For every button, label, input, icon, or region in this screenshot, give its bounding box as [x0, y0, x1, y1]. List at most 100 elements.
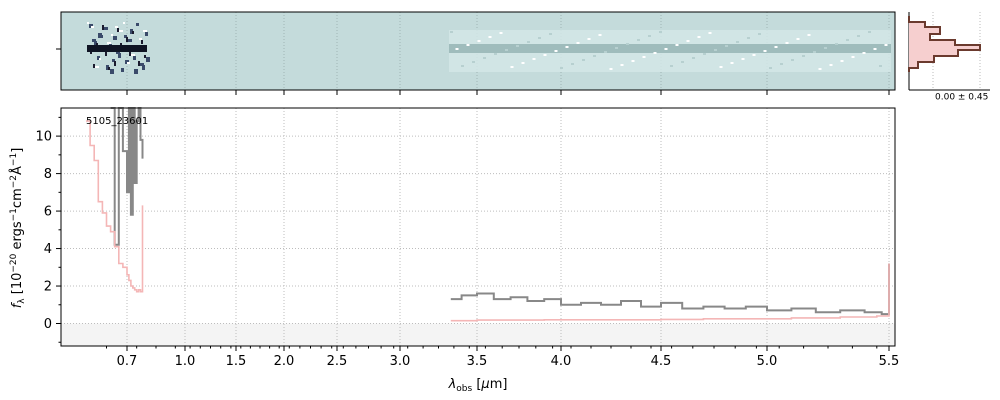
spectrum-2d-pixel	[483, 57, 486, 59]
spectrum-2d-pixel	[140, 63, 144, 66]
spectrum-series-model	[86, 120, 144, 293]
spectrum-2d-pixel	[116, 51, 120, 54]
spectrum-2d-pixel	[703, 53, 706, 55]
spectrum-2d-pixel	[120, 43, 122, 46]
spectrum-2d-pixel	[587, 38, 591, 40]
spectrum-2d-pixel	[119, 30, 123, 32]
spectrum-1d-grid	[61, 108, 895, 346]
x-axis-label: λobs [μm]	[448, 377, 508, 394]
spectrum-2d-pixel	[681, 61, 684, 63]
spectrum-2d-pixel	[105, 52, 107, 56]
spectrum-2d-pixel	[141, 40, 143, 44]
spectrum-2d-pixel	[112, 59, 115, 62]
spectrum-2d-pixel	[113, 36, 117, 40]
spectrum-2d-pixel	[133, 56, 136, 60]
spectrum-2d-pixel	[554, 50, 558, 52]
spectrum-2d-pixel	[659, 31, 662, 33]
spectrum-2d-frame	[60, 11, 896, 91]
spectrum-2d-pixel	[96, 43, 98, 46]
spectrum-2d-pixel	[626, 43, 629, 45]
spectrum-1d-series	[86, 107, 890, 322]
spectrum-2d-pixel	[521, 62, 525, 64]
spectrum-2d-pixel	[653, 52, 657, 54]
spectrum-2d-pixel	[455, 48, 459, 50]
spectrum-2d-pixel	[106, 65, 109, 70]
spectrum-2d-pixel	[565, 46, 569, 48]
spectrum-2d-pixel	[93, 64, 95, 68]
spectrum-2d-pixel	[736, 41, 739, 43]
spectrum-series-data	[110, 107, 144, 246]
x-tick-label: 3.0	[390, 354, 411, 369]
spectrum-2d-pixel	[466, 44, 470, 46]
spectrum-2d-pixel	[686, 40, 690, 42]
spectrum-2d-pixel	[741, 58, 745, 60]
spectrum-2d-pixel	[121, 68, 124, 72]
spectrum-2d-pixel	[102, 25, 104, 30]
spectrum-2d-pixel	[697, 36, 701, 38]
spectrum-2d-pixel	[516, 45, 519, 47]
spectrum-2d-pixel	[505, 49, 508, 51]
spectrum-2d-pixel	[714, 49, 717, 51]
spectrum-2d-pixel	[532, 58, 536, 60]
spectrum-2d-pixel	[134, 69, 138, 74]
y-tick-label: 4	[44, 242, 52, 257]
spectrum-1d-panel: 0.7 1.0 1.5 2.0 2.5 3.0 3.5 4.0 4.5 5.0 5.5 0 2 4 6 8 1…	[9, 107, 899, 394]
spectrum-2d-pixel	[730, 62, 734, 64]
spectrum-2d-pixel	[637, 39, 640, 41]
spectrum-2d-image	[87, 22, 891, 74]
y-axis-label: fλ [10−20 ergs−1cm−2Å−1]	[9, 148, 27, 309]
spectrum-2d-pixel	[129, 52, 131, 56]
spectrum-2d-pixel	[708, 32, 712, 34]
spectrum-2d-pixel	[132, 31, 134, 34]
spectrum-2d-pixel	[620, 64, 624, 66]
spectrum-2d-pixel	[100, 35, 103, 38]
spectrum-2d-pixel	[604, 51, 607, 53]
spectrum-2d-pixel	[527, 41, 530, 43]
spectrum-2d-pixel	[117, 28, 119, 32]
spectrum-2d-pixel	[97, 56, 100, 60]
x-tick-label: 1.0	[175, 354, 196, 369]
spectrum-2d-pixel	[780, 63, 783, 65]
spectrum-2d-pixel	[648, 35, 651, 37]
spectrum-2d-pixel	[576, 42, 580, 44]
spectrum-2d-panel	[56, 11, 896, 95]
profile-histogram-line	[908, 16, 981, 72]
spectrum-2d-pixel	[796, 38, 800, 40]
profile-label: 0.00 ± 0.45	[935, 93, 988, 103]
x-tick-label: 2.5	[327, 354, 348, 369]
spectrum-2d-pixel	[692, 57, 695, 59]
spectrum-2d-pixel	[543, 54, 547, 56]
x-tick-label: 3.5	[467, 354, 488, 369]
profile-panel: 0.00 ± 0.45	[908, 12, 990, 103]
spectrum-2d-pixel	[631, 60, 635, 62]
spectrum-2d-pixel	[802, 55, 805, 57]
y-tick-label: 2	[44, 280, 52, 295]
spectrum-1d-frame	[60, 107, 896, 347]
spectrum-2d-pixel	[146, 57, 150, 62]
spectrum-2d-pixel	[461, 65, 464, 67]
spectrum-2d-pixel	[873, 48, 877, 50]
spectrum-2d-pixel	[675, 44, 679, 46]
spectrum-2d-pixel	[142, 65, 145, 70]
x-tick-label: 0.7	[117, 354, 138, 369]
spectrum-2d-pixel	[785, 42, 789, 44]
spectrum-2d-pixel	[145, 32, 148, 36]
spectrum-2d-pixel	[130, 29, 133, 34]
spectrum-2d-pixel	[123, 22, 125, 24]
spectrum-2d-pixel	[664, 48, 668, 50]
spectrum-2d-pixel	[108, 67, 110, 70]
spectrum-2d-pixel	[131, 54, 135, 56]
spectrum-2d-pixel	[124, 35, 127, 38]
spectrum-2d-pixel	[92, 39, 96, 42]
spectrum-2d-pixel	[791, 59, 794, 61]
spectrum-2d-pixel	[450, 31, 453, 33]
y-tick-label: 8	[44, 167, 52, 182]
x-tick-label: 4.5	[651, 354, 672, 369]
object-label: 5105_23601	[86, 116, 148, 127]
spectrum-series-model	[450, 263, 890, 322]
spectrum-2d-pixel	[143, 30, 147, 32]
spectrum-2d-trace	[87, 45, 147, 52]
x-tick-label: 1.5	[226, 354, 247, 369]
spectrum-2d-pixel	[104, 27, 108, 30]
